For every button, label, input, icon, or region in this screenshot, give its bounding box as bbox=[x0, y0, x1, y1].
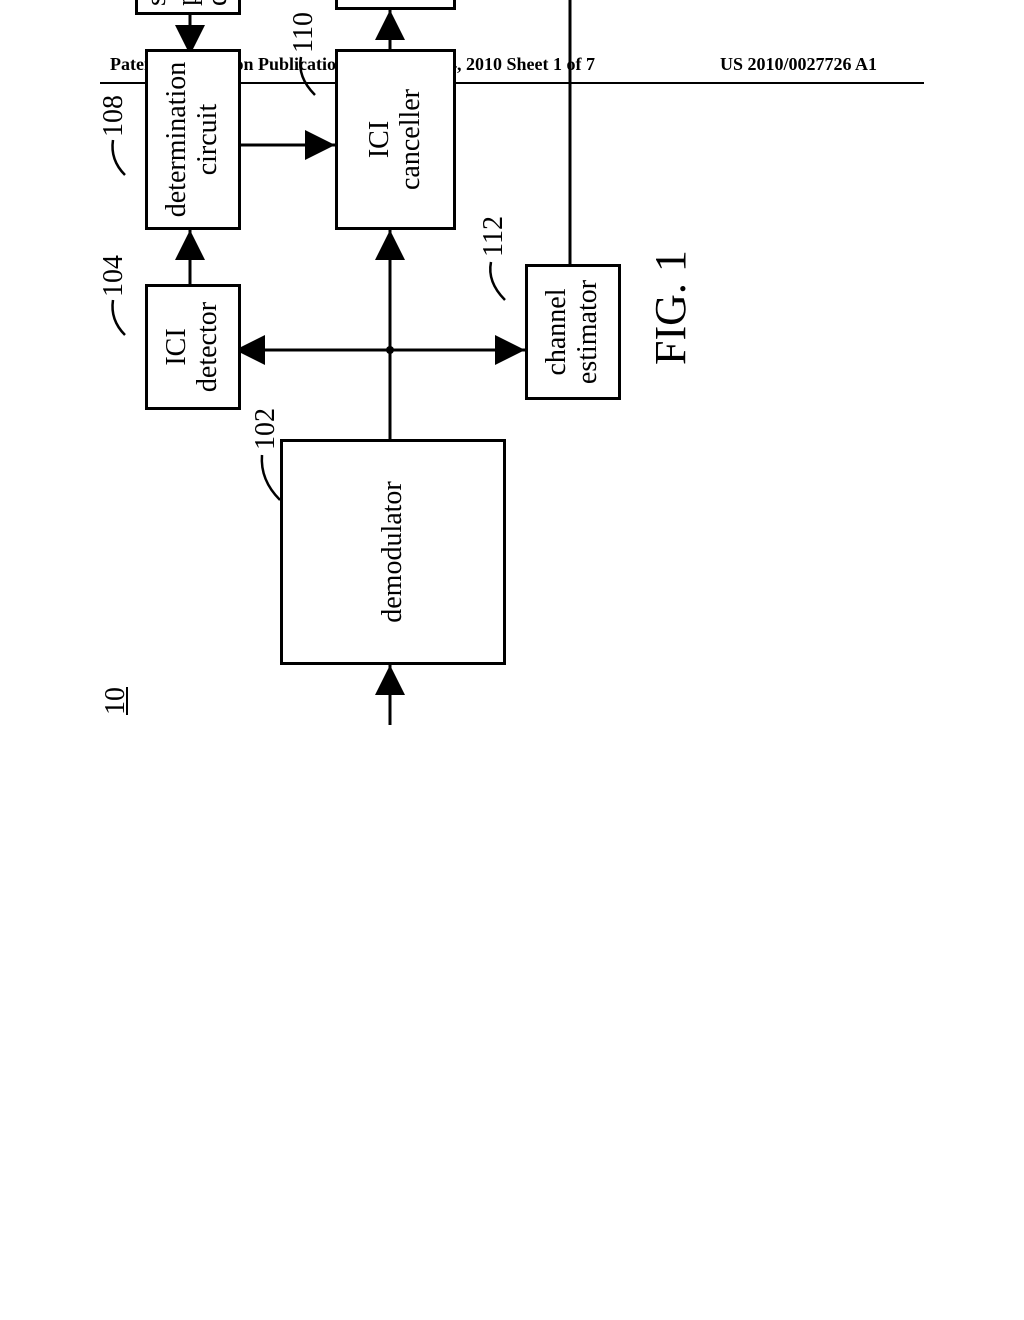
block-channel-estimator: channel estimator bbox=[525, 264, 621, 400]
figure-caption: FIG. 1 bbox=[645, 250, 696, 365]
ref-108: 108 bbox=[98, 95, 130, 137]
ref-104: 104 bbox=[98, 255, 130, 297]
block-demodulator: demodulator bbox=[280, 439, 506, 665]
block-sys-perf-label: system performance detector bbox=[142, 0, 234, 6]
block-determination: determination circuit bbox=[145, 49, 241, 230]
block-channel-estimator-label: channel estimator bbox=[542, 280, 604, 384]
block-ici-canceller-label: ICI canceller bbox=[365, 89, 427, 190]
header-right: US 2010/0027726 A1 bbox=[720, 54, 877, 75]
block-ici-detector: ICI detector bbox=[145, 284, 241, 410]
ref-110: 110 bbox=[288, 12, 320, 53]
block-determination-label: determination circuit bbox=[162, 62, 224, 218]
block-demodulator-label: demodulator bbox=[378, 481, 409, 623]
ref-112: 112 bbox=[478, 216, 510, 257]
block-sys-perf: system performance detector bbox=[135, 0, 241, 15]
ref-102: 102 bbox=[250, 408, 282, 450]
block-equalizer: equalizer bbox=[335, 0, 456, 10]
ref-system: 10 bbox=[100, 687, 132, 715]
block-ici-detector-label: ICI detector bbox=[162, 302, 224, 392]
block-diagram: 10 demodulator 102 ICI detector 104 dete… bbox=[90, 145, 990, 735]
block-ici-canceller: ICI canceller bbox=[335, 49, 456, 230]
